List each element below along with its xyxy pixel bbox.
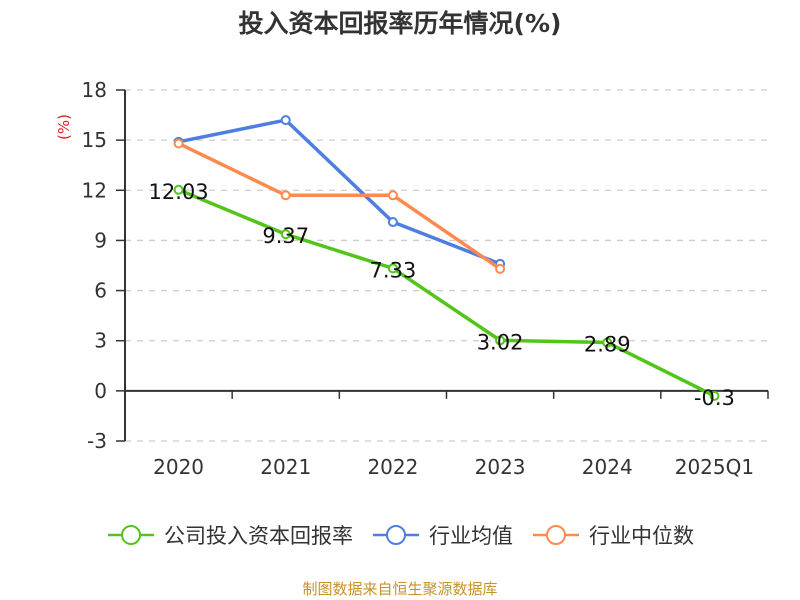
- data-point[interactable]: [280, 115, 291, 126]
- data-point[interactable]: [387, 190, 398, 201]
- data-point[interactable]: [387, 263, 398, 274]
- legend-line-circle-icon: [373, 525, 419, 545]
- x-tick-label: 2025Q1: [675, 455, 754, 479]
- x-tick-label: 2021: [260, 455, 311, 479]
- y-tick-label: 12: [82, 178, 107, 202]
- data-point[interactable]: [173, 138, 184, 149]
- data-point[interactable]: [602, 337, 613, 348]
- y-tick-label: 15: [82, 128, 107, 152]
- legend-line-circle-icon: [108, 525, 154, 545]
- y-tick-label: 18: [82, 78, 107, 102]
- legend-label: 行业中位数: [589, 524, 694, 548]
- legend-line-circle-icon: [533, 525, 579, 545]
- source-note: 制图数据来自恒生聚源数据库: [302, 580, 498, 598]
- legend-item[interactable]: 行业中位数: [531, 520, 694, 550]
- series-line: [177, 188, 716, 398]
- y-tick-label: 3: [94, 329, 107, 353]
- data-label: 12.03: [149, 180, 209, 204]
- legend-label: 公司投入资本回报率: [164, 524, 353, 548]
- data-label: -0.3: [694, 386, 735, 410]
- x-tick-label: 2024: [582, 455, 633, 479]
- data-label: 2.89: [584, 333, 631, 357]
- x-tick-label: 2020: [153, 455, 204, 479]
- legend-item[interactable]: 公司投入资本回报率: [106, 520, 353, 550]
- data-point[interactable]: [173, 184, 184, 195]
- y-tick-label: 9: [94, 228, 107, 252]
- chart-title: 投入资本回报率历年情况(%): [238, 9, 562, 38]
- data-point[interactable]: [495, 335, 506, 346]
- series-line: [178, 118, 501, 266]
- y-tick-label: 0: [94, 379, 107, 403]
- data-label: 3.02: [477, 330, 524, 354]
- y-unit-label: (%): [55, 114, 73, 140]
- y-tick-label: -3: [87, 429, 107, 453]
- data-point[interactable]: [387, 217, 398, 228]
- data-label: 9.37: [262, 224, 309, 248]
- x-tick-label: 2023: [475, 455, 526, 479]
- legend: 公司投入资本回报率 行业均值 行业中位数: [0, 520, 800, 550]
- data-point[interactable]: [709, 390, 720, 401]
- data-point[interactable]: [495, 263, 506, 274]
- data-point[interactable]: [280, 190, 291, 201]
- legend-label: 行业均值: [429, 524, 513, 548]
- data-label: 7.33: [370, 258, 417, 282]
- y-tick-label: 6: [94, 279, 107, 303]
- legend-item[interactable]: 行业均值: [371, 520, 513, 550]
- data-point[interactable]: [280, 229, 291, 240]
- series-line: [177, 141, 502, 271]
- x-tick-label: 2022: [367, 455, 418, 479]
